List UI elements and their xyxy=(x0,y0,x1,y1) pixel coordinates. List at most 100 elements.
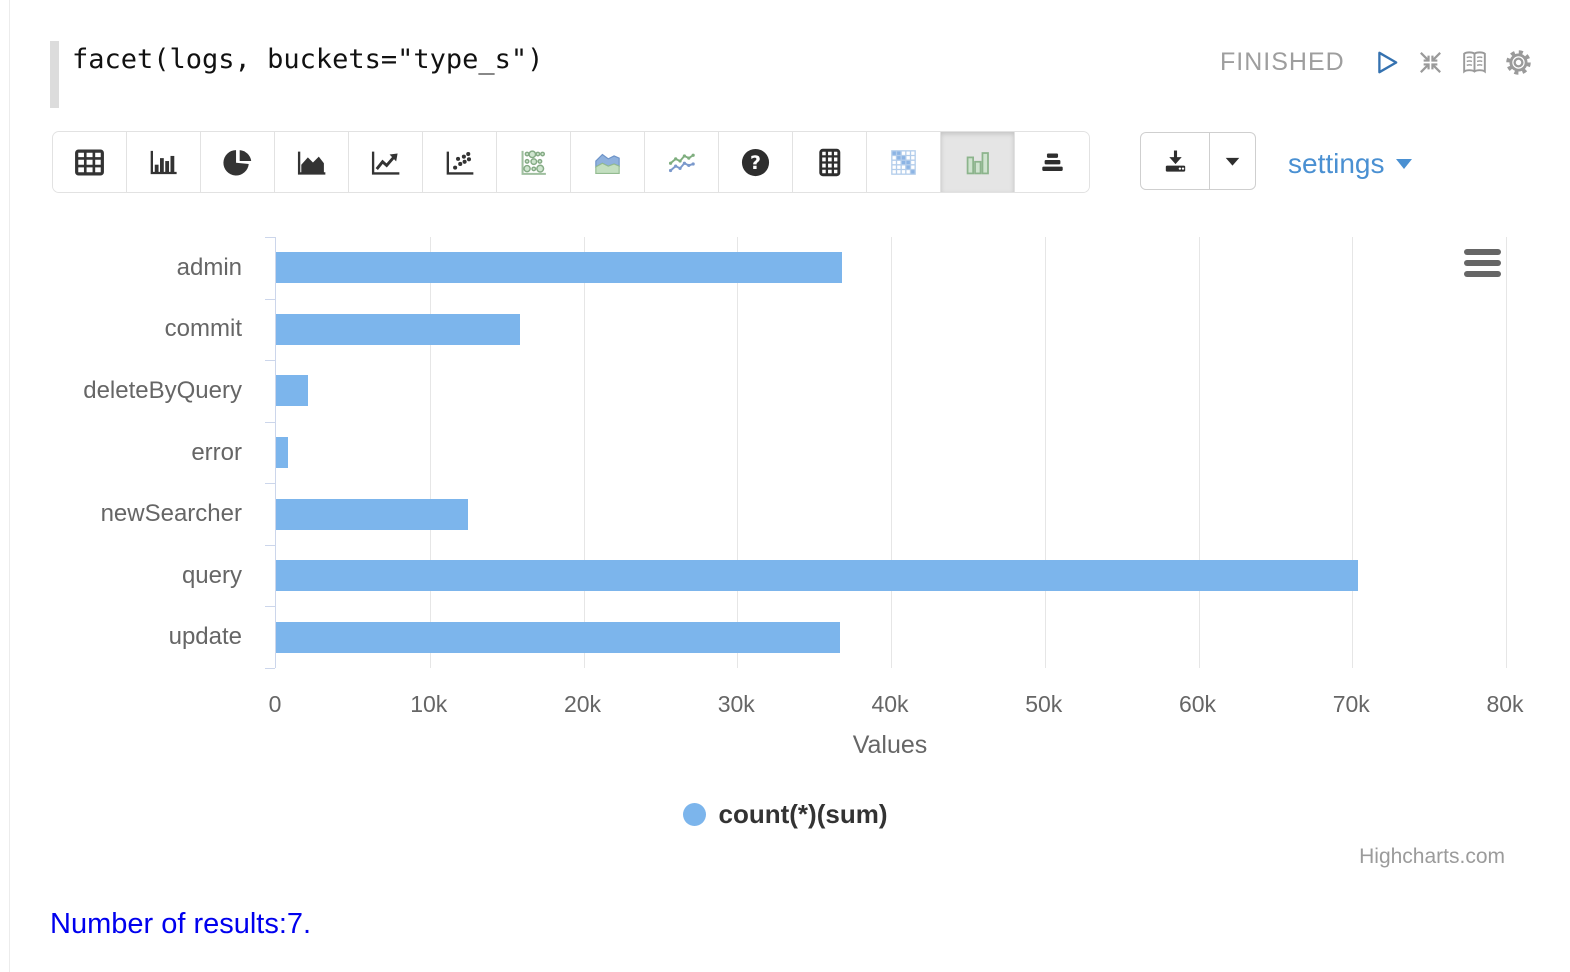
collapse-icon xyxy=(1420,51,1442,73)
y-axis-tick xyxy=(265,483,275,485)
pie-chart-icon xyxy=(223,149,252,175)
highcharts-credits-link[interactable]: Highcharts.com xyxy=(1359,845,1505,868)
category-label: commit xyxy=(164,315,242,343)
download-options-button[interactable] xyxy=(1210,133,1255,189)
line-chart-icon xyxy=(371,151,400,175)
gridline xyxy=(1352,237,1354,668)
x-axis-tick-label: 80k xyxy=(1486,691,1524,717)
gridline xyxy=(429,237,431,668)
chart-type-scatter-button[interactable] xyxy=(423,132,497,192)
bar-query[interactable] xyxy=(276,560,1359,592)
paragraph-left-border xyxy=(9,0,10,972)
chart-type-stacked-area-button[interactable] xyxy=(571,132,645,192)
x-axis-tick-label: 50k xyxy=(1025,691,1063,717)
y-axis-tick xyxy=(265,544,275,546)
menu-bar xyxy=(1464,271,1501,277)
category-label: admin xyxy=(176,253,242,281)
x-axis-tick-label: 10k xyxy=(410,691,448,717)
x-axis-tick-label: 40k xyxy=(871,691,909,717)
bar-admin[interactable] xyxy=(276,252,842,284)
plot-area xyxy=(265,237,1507,669)
chart-type-area-button[interactable] xyxy=(275,132,349,192)
legend-label: count(*)(sum) xyxy=(718,799,888,829)
play-icon xyxy=(1378,51,1398,73)
chart-type-line-button[interactable] xyxy=(349,132,423,192)
x-axis-tick-labels: 0 10k 20k 30k 40k 50k 60k 70k 80k xyxy=(269,691,1524,721)
download-button[interactable] xyxy=(1141,133,1210,189)
y-axis-category-labels: admin commit deleteByQuery error newSearcher… xyxy=(0,237,242,668)
bar-error[interactable] xyxy=(276,437,289,468)
bar-commit[interactable] xyxy=(276,313,521,345)
gridline xyxy=(1044,237,1046,668)
y-axis-tick xyxy=(265,668,275,669)
chart-type-toolbar: ? xyxy=(52,131,1090,193)
menu-bar xyxy=(1464,249,1501,255)
chart-type-pie-button[interactable] xyxy=(201,132,275,192)
bar-update[interactable] xyxy=(276,621,841,653)
chart-type-pivot-button[interactable] xyxy=(793,132,867,192)
category-label: update xyxy=(168,623,242,651)
chart-type-bar-button[interactable] xyxy=(941,132,1015,192)
download-icon xyxy=(1165,150,1185,172)
paragraph-settings-button[interactable] xyxy=(1503,46,1535,78)
book-icon xyxy=(1463,50,1486,74)
legend-marker xyxy=(682,803,706,826)
settings-toggle[interactable]: settings xyxy=(1288,148,1414,180)
y-axis-tick xyxy=(265,360,275,362)
gear-icon xyxy=(1506,49,1531,75)
gridline xyxy=(891,237,892,668)
settings-label: settings xyxy=(1288,148,1385,179)
y-axis-tick xyxy=(265,298,275,300)
y-axis-tick xyxy=(265,421,275,423)
bar-newSearcher[interactable] xyxy=(276,498,469,530)
bar-deleteByQuery[interactable] xyxy=(276,375,309,407)
collapse-button[interactable] xyxy=(1415,46,1447,78)
query-code[interactable]: facet(logs, buckets="type_s") xyxy=(72,44,544,75)
x-axis-title: Values xyxy=(852,731,928,759)
chart-type-help-button[interactable]: ? xyxy=(719,132,793,192)
menu-bar xyxy=(1464,260,1501,266)
chart-context-menu-button[interactable] xyxy=(1464,249,1501,282)
paragraph-controls: FINISHED xyxy=(1220,46,1535,78)
y-axis-tick xyxy=(265,606,275,608)
x-axis-tick-label: 70k xyxy=(1332,691,1370,717)
stacked-area-chart-icon xyxy=(595,153,620,174)
legend[interactable]: count(*)(sum) xyxy=(50,799,1520,830)
chart-type-heatmap-button[interactable] xyxy=(867,132,941,192)
grouped-bar-chart-icon xyxy=(966,151,989,174)
table-icon xyxy=(75,149,104,175)
code-editor-gutter xyxy=(50,41,59,108)
caret-down-icon xyxy=(1225,157,1240,166)
download-split-button xyxy=(1140,132,1256,190)
help-icon: ? xyxy=(741,148,770,176)
pivot-grid-icon xyxy=(819,148,841,176)
gridline xyxy=(583,237,585,668)
gridline xyxy=(1506,237,1507,668)
chart-type-multi-line-button[interactable] xyxy=(645,132,719,192)
status-label: FINISHED xyxy=(1220,47,1345,76)
y-axis-tick xyxy=(265,237,275,238)
chart-type-bubble-button[interactable] xyxy=(497,132,571,192)
editor-toggle-button[interactable] xyxy=(1459,46,1491,78)
bubble-chart-icon xyxy=(521,149,546,175)
run-button[interactable] xyxy=(1371,46,1403,78)
category-label: deleteByQuery xyxy=(83,376,242,404)
x-axis-tick-label: 30k xyxy=(717,691,755,717)
gridline xyxy=(737,237,739,668)
chart-type-column-button[interactable] xyxy=(127,132,201,192)
heatmap-icon xyxy=(891,149,916,175)
chart-type-table-button[interactable] xyxy=(53,132,127,192)
chart-type-horizontal-bar-button[interactable] xyxy=(1015,132,1089,192)
multi-series-line-icon xyxy=(668,153,695,172)
svg-text:?: ? xyxy=(750,152,761,174)
results-count: Number of results:7. xyxy=(50,908,312,940)
horizontal-bar-chart-icon xyxy=(1041,152,1063,171)
column-chart-icon xyxy=(150,150,177,174)
category-label: newSearcher xyxy=(100,500,242,528)
x-axis-tick-label: 60k xyxy=(1178,691,1217,717)
category-label: error xyxy=(191,438,242,466)
x-axis-tick-label: 20k xyxy=(563,691,602,717)
scatter-chart-icon xyxy=(446,151,474,175)
x-axis-tick-label: 0 xyxy=(268,691,282,717)
caret-down-icon xyxy=(1395,159,1412,169)
